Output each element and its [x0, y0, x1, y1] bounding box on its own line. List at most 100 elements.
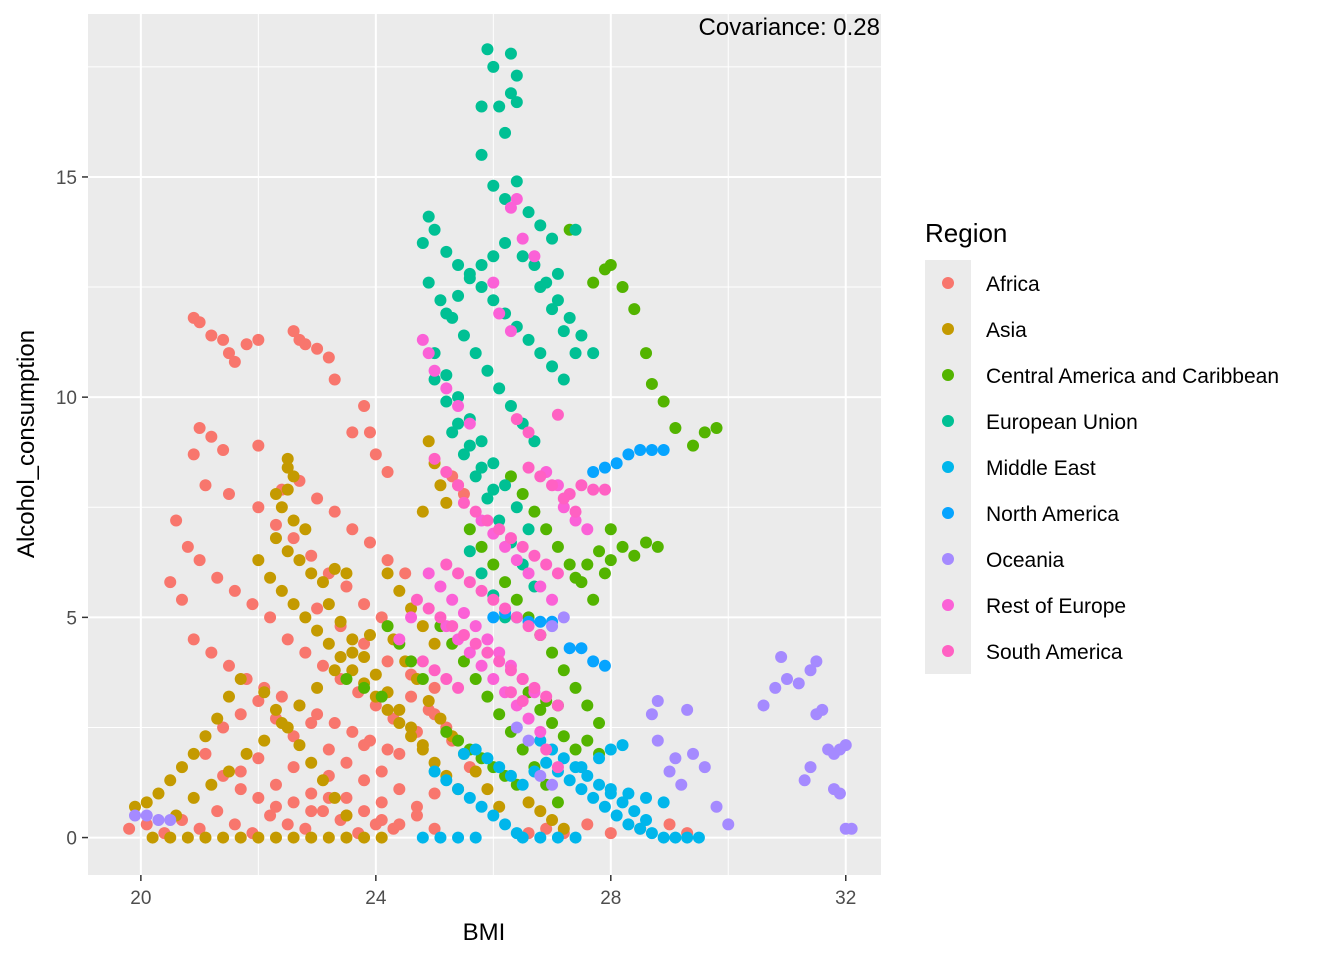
point-oceania — [651, 695, 664, 708]
point-south-america — [575, 479, 588, 492]
point-middle-east — [551, 831, 564, 844]
point-middle-east — [557, 752, 570, 765]
point-south-america — [452, 681, 465, 694]
point-africa — [193, 822, 206, 835]
point-middle-east — [534, 734, 547, 747]
point-european-union — [487, 60, 500, 73]
point-south-america — [487, 593, 500, 606]
point-middle-east — [469, 743, 482, 756]
point-south-america — [434, 611, 447, 624]
legend-label-oceania: Oceania — [986, 549, 1065, 572]
point-south-america — [452, 479, 465, 492]
legend-key-africa — [942, 277, 954, 289]
point-africa — [363, 536, 376, 549]
point-european-union — [504, 87, 517, 100]
point-africa — [217, 333, 230, 346]
point-africa — [328, 373, 341, 386]
point-asia — [293, 554, 306, 567]
point-oceania — [164, 813, 177, 826]
point-asia — [264, 571, 277, 584]
point-rest-of-europe — [534, 725, 547, 738]
point-middle-east — [499, 818, 512, 831]
point-south-america — [551, 408, 564, 421]
point-oceania — [775, 650, 788, 663]
point-asia — [269, 831, 282, 844]
point-south-america — [416, 655, 429, 668]
point-middle-east — [463, 791, 476, 804]
point-asia — [234, 673, 247, 686]
point-middle-east — [622, 787, 635, 800]
point-africa — [393, 818, 406, 831]
point-rest-of-europe — [522, 712, 535, 725]
point-middle-east — [628, 805, 641, 818]
point-oceania — [510, 721, 523, 734]
point-south-america — [469, 637, 482, 650]
point-south-america — [504, 686, 517, 699]
point-south-america — [551, 761, 564, 774]
point-european-union — [469, 347, 482, 360]
point-asia — [522, 796, 535, 809]
point-asia — [187, 747, 200, 760]
point-middle-east — [416, 831, 429, 844]
point-south-america — [522, 426, 535, 439]
point-central-america-and-caribbean — [593, 545, 606, 558]
legend-label-european-union: European Union — [986, 411, 1138, 434]
point-africa — [363, 426, 376, 439]
point-africa — [381, 743, 394, 756]
legend-label-asia: Asia — [986, 319, 1027, 342]
point-africa — [252, 439, 265, 452]
point-south-america — [410, 593, 423, 606]
point-asia — [128, 800, 141, 813]
point-africa — [393, 783, 406, 796]
point-central-america-and-caribbean — [575, 576, 588, 589]
point-asia — [328, 664, 341, 677]
point-european-union — [510, 175, 523, 188]
point-rest-of-europe — [493, 646, 506, 659]
point-central-america-and-caribbean — [516, 743, 529, 756]
point-european-union — [546, 303, 559, 316]
point-oceania — [534, 769, 547, 782]
point-africa — [293, 333, 306, 346]
covariance-annotation: Covariance: 0.28 — [699, 14, 880, 41]
point-middle-east — [604, 743, 617, 756]
point-africa — [240, 338, 253, 351]
point-africa — [311, 602, 324, 615]
point-south-america — [428, 664, 441, 677]
point-central-america-and-caribbean — [628, 549, 641, 562]
point-africa — [287, 325, 300, 338]
point-rest-of-europe — [499, 540, 512, 553]
point-africa — [393, 747, 406, 760]
point-european-union — [440, 395, 453, 408]
point-africa — [228, 584, 241, 597]
point-africa — [604, 827, 617, 840]
point-rest-of-europe — [528, 250, 541, 263]
point-africa — [375, 611, 388, 624]
point-european-union — [446, 426, 459, 439]
point-oceania — [557, 611, 570, 624]
point-european-union — [440, 245, 453, 258]
point-south-america — [457, 628, 470, 641]
point-south-america — [493, 523, 506, 536]
point-european-union — [475, 259, 488, 272]
point-middle-east — [640, 791, 653, 804]
point-european-union — [493, 382, 506, 395]
point-european-union — [551, 267, 564, 280]
point-middle-east — [475, 800, 488, 813]
point-asia — [181, 831, 194, 844]
point-africa — [170, 514, 183, 527]
point-oceania — [757, 699, 770, 712]
point-rest-of-europe — [463, 417, 476, 430]
point-asia — [234, 831, 247, 844]
point-south-america — [546, 479, 559, 492]
point-rest-of-europe — [487, 276, 500, 289]
point-asia — [434, 479, 447, 492]
point-european-union — [428, 223, 441, 236]
point-middle-east — [640, 813, 653, 826]
point-africa — [193, 554, 206, 567]
point-africa — [346, 426, 359, 439]
point-european-union — [569, 347, 582, 360]
point-africa — [193, 421, 206, 434]
point-asia — [340, 809, 353, 822]
point-oceania — [798, 774, 811, 787]
point-oceania — [698, 761, 711, 774]
